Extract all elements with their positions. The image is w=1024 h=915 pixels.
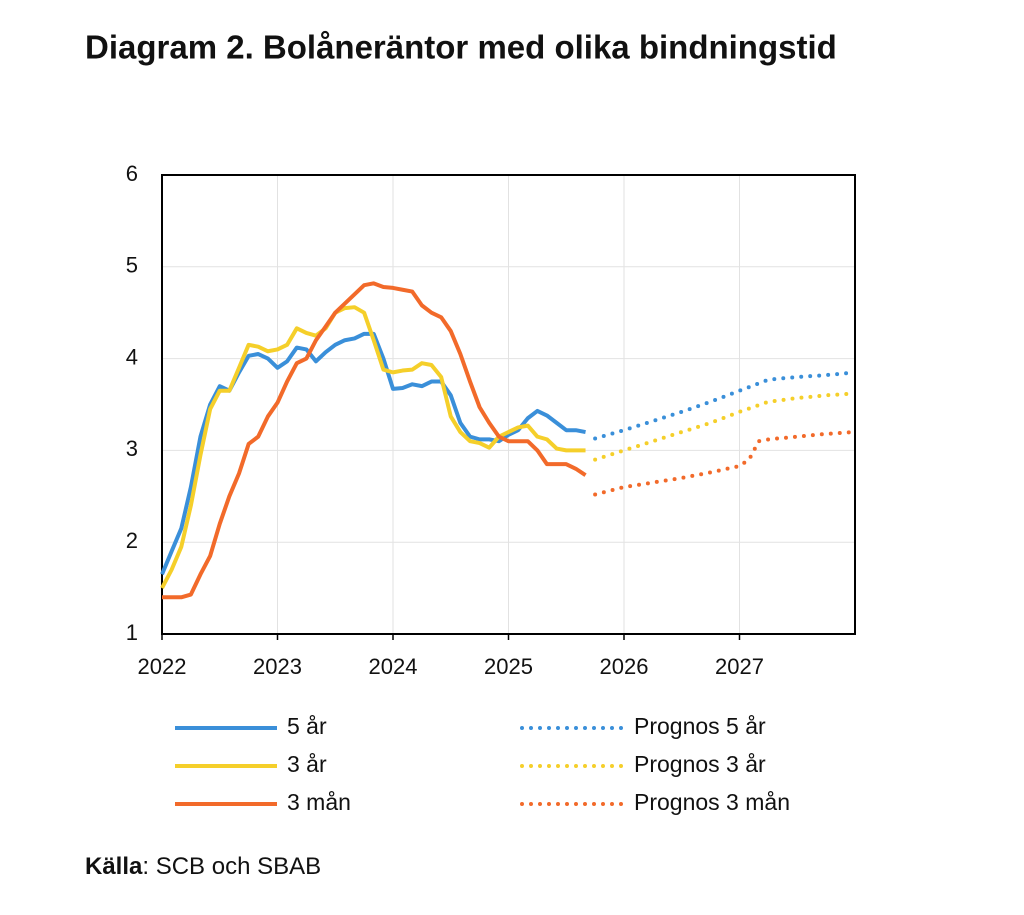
series-line bbox=[593, 370, 857, 441]
legend-label: 3 år bbox=[287, 751, 327, 777]
y-tick-label: 3 bbox=[126, 436, 138, 461]
x-tick-label: 2024 bbox=[369, 654, 418, 679]
legend-label: Prognos 3 mån bbox=[634, 789, 790, 815]
source: Källa: SCB och SBAB bbox=[85, 853, 321, 880]
x-tick-label: 2022 bbox=[138, 654, 187, 679]
y-tick-label: 5 bbox=[126, 253, 138, 278]
legend-label: Prognos 5 år bbox=[634, 713, 766, 739]
y-tick-label: 1 bbox=[126, 620, 138, 645]
legend-label: 3 mån bbox=[287, 789, 351, 815]
x-tick-label: 2025 bbox=[484, 654, 533, 679]
y-tick-label: 4 bbox=[126, 344, 138, 369]
chart-title: Diagram 2. Bolåneräntor med olika bindni… bbox=[85, 29, 837, 66]
series-line bbox=[593, 430, 857, 497]
source-label: Källa bbox=[85, 853, 143, 880]
plot-frame bbox=[161, 174, 856, 635]
x-tick-label: 2026 bbox=[600, 654, 649, 679]
source-text: : SCB och SBAB bbox=[142, 853, 321, 880]
x-tick-label: 2027 bbox=[715, 654, 764, 679]
series-line bbox=[160, 305, 586, 590]
legend-label: 5 år bbox=[287, 713, 327, 739]
series-line bbox=[593, 391, 857, 462]
legend-label: Prognos 3 år bbox=[634, 751, 766, 777]
y-tick-label: 2 bbox=[126, 528, 138, 553]
series-line bbox=[162, 281, 587, 600]
x-tick-label: 2023 bbox=[253, 654, 302, 679]
series-line bbox=[160, 331, 586, 576]
y-tick-label: 6 bbox=[126, 161, 138, 186]
